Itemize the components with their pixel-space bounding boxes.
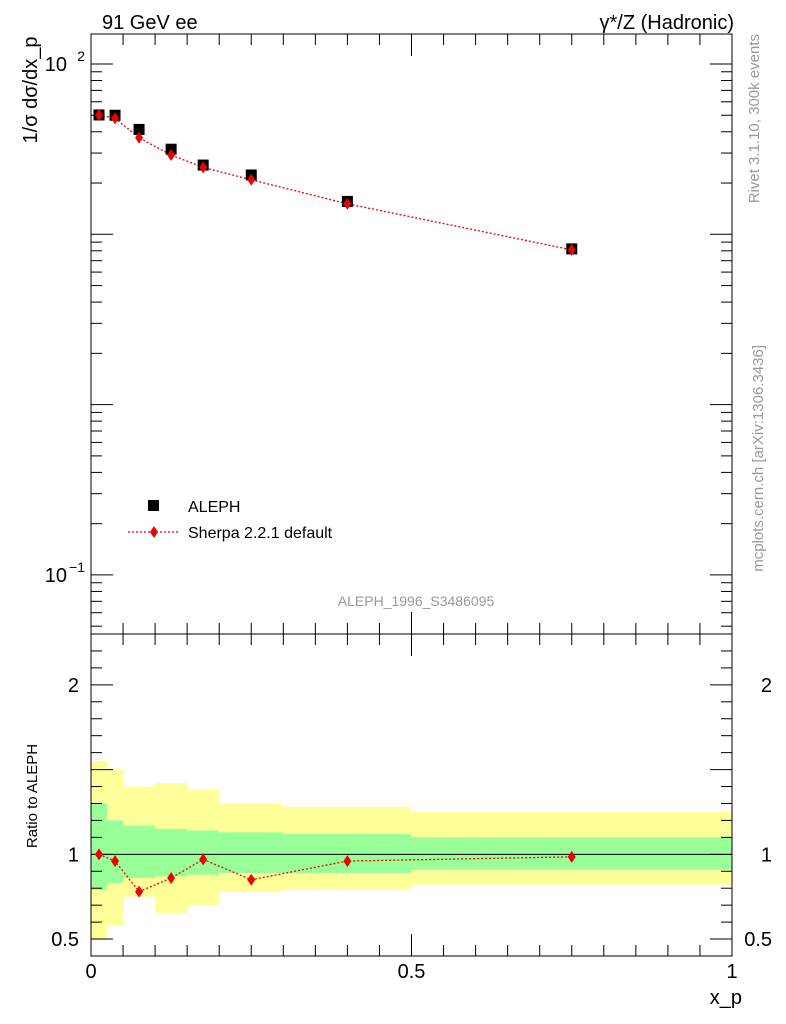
x-tick-label: 0.5 xyxy=(398,961,426,983)
y-tick-label: 10 xyxy=(45,54,67,76)
legend-marker-aleph xyxy=(148,500,159,511)
ratio-band-inner xyxy=(155,828,188,877)
mcplots-caption: mcplots.cern.ch [arXiv:1306.3436] xyxy=(750,345,767,572)
legend: ALEPH Sherpa 2.2.1 default xyxy=(128,499,333,542)
y-axis-label-main: 1/σ dσ/dx_p xyxy=(20,37,42,144)
ratio-point-sherpa xyxy=(111,855,120,868)
y-tick-label-exponent: 2 xyxy=(77,48,85,64)
y-tick-label-base: 10 xyxy=(45,565,67,587)
rivet-caption: Rivet 3.1.10, 300k events xyxy=(746,34,763,203)
ratio-frame xyxy=(90,633,733,957)
ratio-y-tick-label: 2 xyxy=(68,675,79,697)
x-tick-labels: 0 0.5 1 xyxy=(85,961,737,983)
ratio-plot-panel: 0.5 0.51 12 2 0 0.5 1 Ratio to ALEPH x_p xyxy=(24,633,772,1009)
ratio-band-inner xyxy=(107,820,124,884)
mc-point-sherpa xyxy=(199,161,208,174)
mc-point-sherpa xyxy=(567,243,576,256)
y-tick-label-exponent: −1 xyxy=(69,559,85,575)
main-series-layer xyxy=(93,109,578,256)
header-right: γ*/Z (Hadronic) xyxy=(600,12,734,34)
mc-point-sherpa xyxy=(167,149,176,162)
mc-point-sherpa xyxy=(247,173,256,186)
legend-label-sherpa: Sherpa 2.2.1 default xyxy=(188,525,333,542)
ratio-point-sherpa xyxy=(135,885,144,898)
data-point-aleph xyxy=(133,123,145,135)
legend-marker-sherpa xyxy=(150,526,158,538)
ratio-y-tick-label-right: 1 xyxy=(761,844,772,866)
ratio-y-axis-label: Ratio to ALEPH xyxy=(24,744,41,848)
x-axis-label: x_p xyxy=(710,987,742,1009)
ratio-band-inner xyxy=(219,832,284,873)
ratio-series-layer xyxy=(95,848,576,898)
mc-point-sherpa xyxy=(343,197,352,210)
analysis-tag: ALEPH_1996_S3486095 xyxy=(338,593,495,609)
ratio-band-inner xyxy=(91,803,108,890)
ratio-y-tick-label-right: 0.5 xyxy=(744,929,772,951)
legend-label-aleph: ALEPH xyxy=(188,499,240,516)
main-y-ticks xyxy=(90,34,733,634)
ratio-y-tick-label: 0.5 xyxy=(51,929,79,951)
ratio-band-inner xyxy=(283,833,412,873)
ratio-series-line xyxy=(98,853,572,893)
ratio-point-sherpa xyxy=(95,848,104,861)
mc-point-sherpa xyxy=(135,131,144,144)
x-tick-label: 1 xyxy=(726,961,737,983)
ratio-point-sherpa xyxy=(199,853,208,866)
ratio-point-sherpa xyxy=(343,855,352,868)
y-tick-label: 10 xyxy=(45,565,67,587)
y-tick-label-base: 10 xyxy=(45,54,67,76)
ratio-ticks xyxy=(90,633,733,956)
ratio-band-inner xyxy=(123,825,156,879)
ratio-y-tick-label-right: 2 xyxy=(761,675,772,697)
main-y-axis-label: 1/σ dσ/dx_p xyxy=(20,37,42,144)
header-left: 91 GeV ee xyxy=(102,12,198,34)
mc-point-sherpa xyxy=(111,112,120,125)
ratio-y-tick-labels: 0.5 0.5 1 1 2 2 xyxy=(51,675,772,951)
main-frame xyxy=(90,33,733,635)
ratio-bands xyxy=(91,761,732,940)
mc-point-sherpa xyxy=(95,109,104,122)
x-tick-label: 0 xyxy=(85,961,96,983)
ratio-point-sherpa xyxy=(167,872,176,885)
ratio-point-sherpa xyxy=(247,873,256,886)
ratio-y-tick-label: 1 xyxy=(68,844,79,866)
main-y-tick-labels: 10 −110 2 xyxy=(45,48,85,587)
ratio-point-sherpa xyxy=(567,850,576,863)
main-plot-panel: 10 −110 2 1/σ dσ/dx_p ALEPH_1996_S3486095 … xyxy=(20,33,733,635)
ratio-band-inner xyxy=(187,830,220,875)
mc-series-line xyxy=(98,114,572,251)
